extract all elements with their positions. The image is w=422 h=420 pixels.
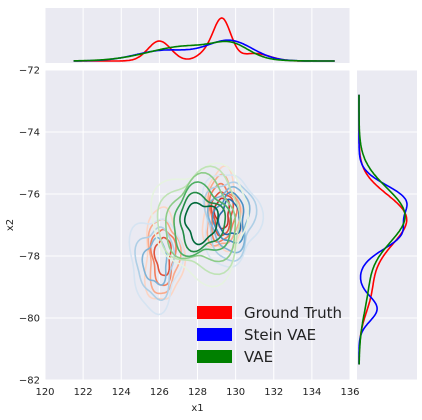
x-tick-label: 122 — [74, 387, 93, 398]
legend-swatch — [197, 306, 232, 319]
contour-line — [201, 174, 265, 268]
y-tick-label: −82 — [19, 376, 40, 387]
contour-line — [147, 218, 182, 295]
contour-line — [206, 185, 251, 254]
contour-line — [183, 201, 219, 246]
y-axis-label: x2 — [5, 219, 16, 231]
contour-line — [164, 171, 237, 263]
x-tick-label: 130 — [226, 387, 245, 398]
top-marginal-curves — [73, 17, 335, 62]
top-marginal-line — [73, 40, 335, 62]
x-tick-label: 124 — [112, 387, 131, 398]
kde-contours — [128, 162, 265, 316]
contour-line — [179, 191, 227, 253]
legend: Ground Truth Stein VAE VAE — [197, 304, 342, 366]
x-tick-label: 134 — [302, 387, 321, 398]
main-grid — [44, 69, 351, 381]
x-tick-label: 136 — [340, 387, 359, 398]
contour-line — [150, 162, 250, 288]
y-tick-label: −80 — [19, 314, 40, 325]
legend-label: VAE — [244, 348, 273, 366]
x-tick-label: 132 — [264, 387, 283, 398]
x-tick-label: 126 — [150, 387, 169, 398]
contour-line — [203, 181, 258, 262]
legend-swatch — [197, 328, 232, 341]
contour-line — [173, 181, 233, 258]
x-tick-label: 128 — [188, 387, 207, 398]
right-marginal-panel — [357, 70, 417, 380]
legend-label: Stein VAE — [244, 326, 316, 344]
right-marginal-line — [358, 94, 408, 365]
right-marginal-grid — [357, 69, 417, 381]
contour-line — [156, 165, 241, 276]
y-tick-labels: −82 −80 −78 −76 −74 −72 — [19, 66, 40, 387]
y-tick-label: −72 — [19, 66, 40, 77]
contour-line — [128, 218, 185, 316]
legend-swatch — [197, 350, 232, 363]
right-marginal-curves — [358, 94, 408, 365]
x-axis-label: x1 — [191, 403, 203, 414]
contour-line — [208, 182, 239, 243]
x-tick-labels: 120 122 124 126 128 130 132 134 136 — [35, 387, 359, 398]
right-marginal-line — [358, 94, 406, 365]
y-tick-label: −78 — [19, 252, 40, 263]
y-tick-label: −74 — [19, 128, 40, 139]
top-marginal-grid — [44, 8, 351, 63]
contour-line — [143, 206, 187, 300]
legend-label: Ground Truth — [244, 304, 342, 322]
x-tick-label: 120 — [35, 387, 54, 398]
y-tick-label: −76 — [19, 190, 40, 201]
